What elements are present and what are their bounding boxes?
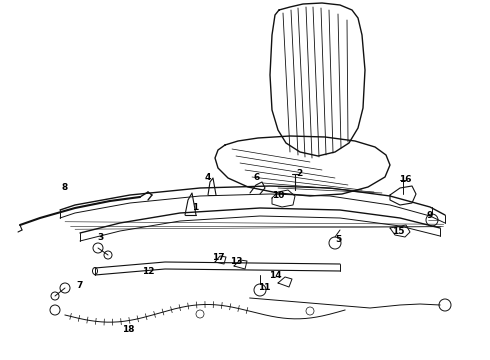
Text: 9: 9 [427, 211, 433, 220]
Text: 12: 12 [142, 267, 154, 276]
Text: 16: 16 [399, 175, 411, 184]
Text: 13: 13 [230, 257, 242, 266]
Text: 4: 4 [205, 172, 211, 181]
Text: 6: 6 [254, 172, 260, 181]
Text: 3: 3 [97, 234, 103, 243]
Text: 11: 11 [258, 283, 270, 292]
Text: 5: 5 [335, 235, 341, 244]
Text: 14: 14 [269, 270, 281, 279]
Text: 7: 7 [77, 282, 83, 291]
Text: 18: 18 [122, 325, 134, 334]
Text: 8: 8 [62, 184, 68, 193]
Text: 1: 1 [192, 202, 198, 211]
Text: 15: 15 [392, 228, 404, 237]
Text: 10: 10 [272, 190, 284, 199]
Text: 2: 2 [296, 168, 302, 177]
Text: 17: 17 [212, 252, 224, 261]
